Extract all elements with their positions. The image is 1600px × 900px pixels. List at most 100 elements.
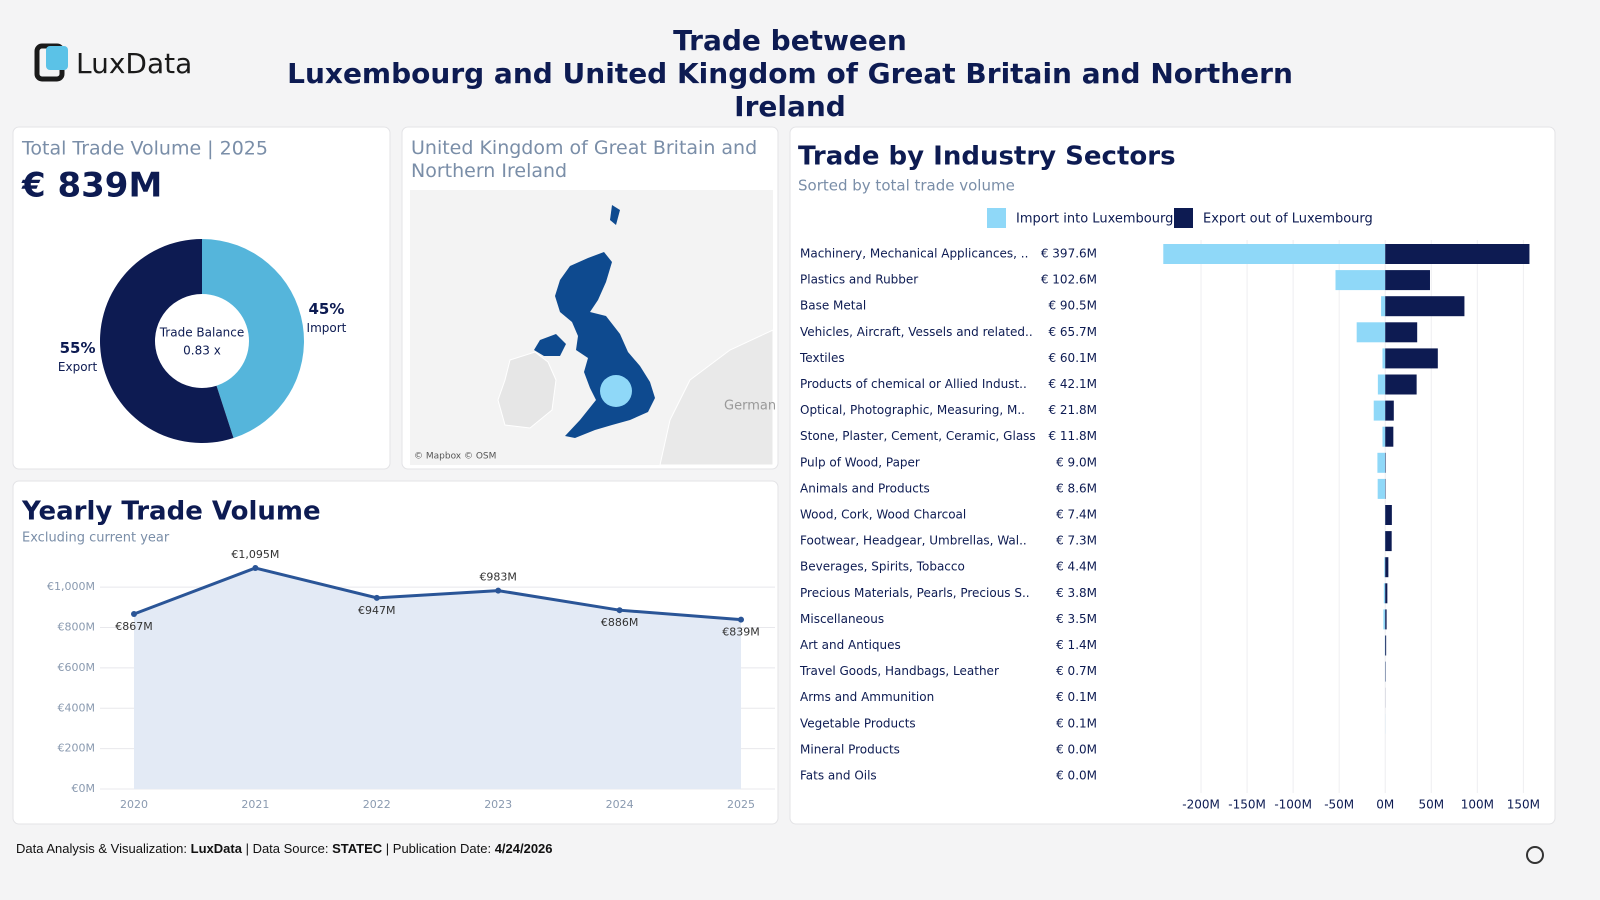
x-tick-label: 2025	[727, 798, 755, 811]
bar-subtitle: Sorted by total trade volume	[798, 177, 1015, 195]
footer-text: 4/24/2026	[494, 841, 553, 856]
legend-label: Export out of Luxembourg	[1203, 212, 1373, 227]
logo-text: LuxData	[76, 47, 192, 80]
bar	[1385, 635, 1387, 656]
category-label: Beverages, Spirits, Tobacco	[800, 560, 965, 574]
category-label: Fats and Oils	[800, 769, 877, 783]
footer-text: | Publication Date:	[385, 841, 492, 856]
total-label: € 21.8M	[1048, 403, 1097, 417]
kpi-label: Total Trade Volume | 2025	[21, 138, 268, 160]
donut-center-label: Trade Balance	[159, 326, 245, 340]
x-tick-label: 2020	[120, 798, 148, 811]
footer: Data Analysis & Visualization: LuxData |…	[16, 841, 553, 856]
total-label: € 7.4M	[1056, 508, 1097, 522]
category-label: Travel Goods, Handbags, Leather	[799, 664, 999, 678]
category-label: Stone, Plaster, Cement, Ceramic, Glass	[800, 429, 1036, 443]
line-subtitle: Excluding current year	[22, 531, 170, 546]
category-label: Footwear, Headgear, Umbrellas, Wal..	[800, 534, 1027, 548]
total-label: € 11.8M	[1048, 429, 1097, 443]
total-label: € 4.4M	[1056, 560, 1097, 574]
legend-label: Import into Luxembourg	[1016, 212, 1173, 227]
legend-swatch	[987, 208, 1006, 228]
bar	[1381, 296, 1386, 317]
bar	[1385, 270, 1430, 291]
point	[373, 594, 380, 601]
brand-icon	[1526, 846, 1544, 864]
total-label: € 102.6M	[1041, 273, 1097, 287]
category-label: Machinery, Mechanical Applicances, ..	[800, 247, 1028, 261]
map-title: United Kingdom of Great Britain and Nort…	[411, 137, 758, 182]
bar	[1385, 531, 1392, 552]
total-label: € 60.1M	[1048, 351, 1097, 365]
footer-text: Data Analysis & Visualization:	[16, 841, 188, 856]
total-label: € 42.1M	[1048, 377, 1097, 391]
line-title: Yearly Trade Volume	[21, 497, 321, 527]
category-label: Animals and Products	[800, 481, 930, 495]
category-label: Vegetable Products	[800, 716, 916, 730]
x-tick-label: 2022	[363, 798, 391, 811]
donut-slice	[202, 239, 304, 439]
slice-label: Import	[307, 321, 347, 335]
total-label: € 0.0M	[1056, 742, 1097, 756]
y-tick-label: €1,000M	[47, 580, 95, 593]
total-label: € 1.4M	[1056, 638, 1097, 652]
x-tick-label: -200M	[1182, 798, 1220, 812]
x-tick-label: 2021	[241, 798, 269, 811]
data-label: €947M	[358, 604, 396, 617]
bar	[1385, 374, 1417, 395]
slice-percent: 55%	[60, 339, 96, 357]
bar	[1385, 296, 1465, 317]
bar	[1385, 400, 1394, 421]
y-tick-label: €800M	[58, 621, 96, 634]
category-label: Mineral Products	[800, 742, 900, 756]
y-tick-label: €200M	[58, 742, 96, 755]
map-attribution: © Mapbox © OSM	[414, 452, 496, 462]
data-label: €839M	[722, 626, 760, 639]
bar	[1385, 426, 1394, 447]
bar	[1382, 426, 1386, 447]
bar	[1385, 583, 1388, 604]
category-label: Products of chemical or Allied Indust..	[800, 377, 1027, 391]
donut-slice	[99, 239, 234, 443]
total-label: € 0.1M	[1056, 690, 1097, 704]
point	[131, 611, 137, 618]
category-label: Precious Materials, Pearls, Precious S..	[800, 586, 1030, 600]
y-tick-label: €400M	[58, 701, 96, 714]
legend-swatch	[1174, 208, 1193, 228]
bar	[1385, 348, 1438, 369]
bar-title: Trade by Industry Sectors	[798, 142, 1176, 172]
data-label: €886M	[601, 616, 639, 629]
line	[133, 566, 742, 622]
point	[495, 587, 502, 594]
total-label: € 65.7M	[1048, 325, 1097, 339]
category-label: Arms and Ammunition	[800, 690, 934, 704]
category-label: Vehicles, Aircraft, Vessels and related.…	[800, 325, 1033, 339]
bar	[1385, 322, 1418, 343]
bar	[1385, 244, 1530, 264]
area	[134, 568, 741, 789]
total-label: € 3.8M	[1056, 586, 1097, 600]
point	[738, 616, 744, 623]
x-tick-label: 2024	[606, 798, 634, 811]
data-label: €1,095M	[231, 548, 279, 561]
category-label: Textiles	[799, 351, 845, 365]
total-label: € 0.7M	[1056, 664, 1097, 678]
x-tick-label: -100M	[1274, 798, 1312, 812]
bar	[1373, 400, 1386, 421]
y-tick-label: €600M	[58, 661, 96, 674]
bar	[1385, 505, 1392, 525]
bar	[1377, 374, 1386, 395]
x-tick-label: 0M	[1376, 798, 1394, 812]
point	[252, 565, 259, 572]
map-place-label: German	[724, 399, 776, 414]
x-tick-label: 100M	[1461, 798, 1494, 812]
total-label: € 397.6M	[1041, 247, 1097, 261]
x-tick-label: 50M	[1418, 798, 1444, 812]
slice-percent: 45%	[308, 300, 344, 318]
bar	[1385, 609, 1387, 630]
category-label: Pulp of Wood, Paper	[800, 455, 920, 469]
point	[616, 607, 623, 614]
data-label: €983M	[479, 571, 517, 584]
donut-center-value: 0.83 x	[183, 344, 221, 358]
